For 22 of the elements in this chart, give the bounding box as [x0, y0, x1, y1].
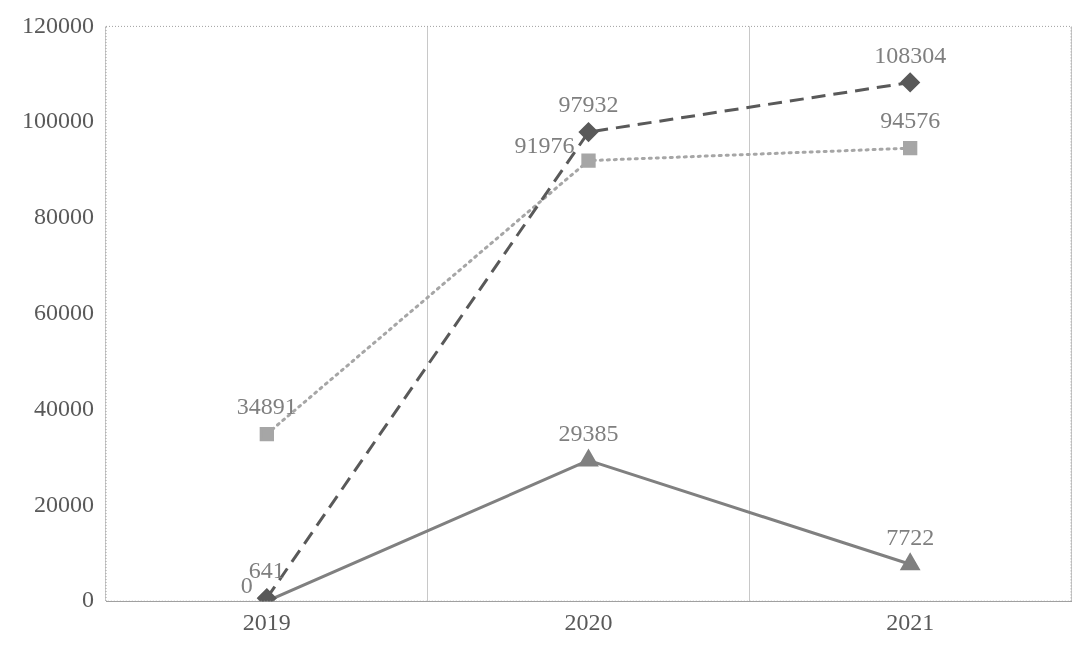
y-tick-label: 60000 [34, 299, 94, 326]
x-tick-label: 2021 [886, 608, 935, 635]
point [900, 72, 920, 92]
point [259, 426, 274, 442]
data-label: 7722 [886, 523, 935, 550]
y-tick-label: 80000 [34, 203, 94, 230]
data-label: 29385 [558, 419, 619, 446]
y-tick-label: 120000 [22, 11, 94, 38]
data-label: 108304 [874, 41, 947, 68]
data-label: 34891 [236, 393, 297, 420]
y-tick-label: 100000 [22, 107, 94, 134]
point [581, 153, 596, 168]
x-tick-label: 2019 [242, 608, 291, 635]
point [903, 141, 918, 156]
x-tick-label: 2020 [564, 608, 613, 635]
data-label: 91976 [514, 131, 575, 158]
point [579, 122, 598, 142]
data-label: 94576 [880, 107, 941, 134]
y-tick-label: 20000 [34, 490, 94, 517]
y-tick-label: 0 [82, 586, 94, 613]
y-tick-label: 40000 [34, 394, 94, 421]
data-label: 97932 [558, 91, 619, 118]
